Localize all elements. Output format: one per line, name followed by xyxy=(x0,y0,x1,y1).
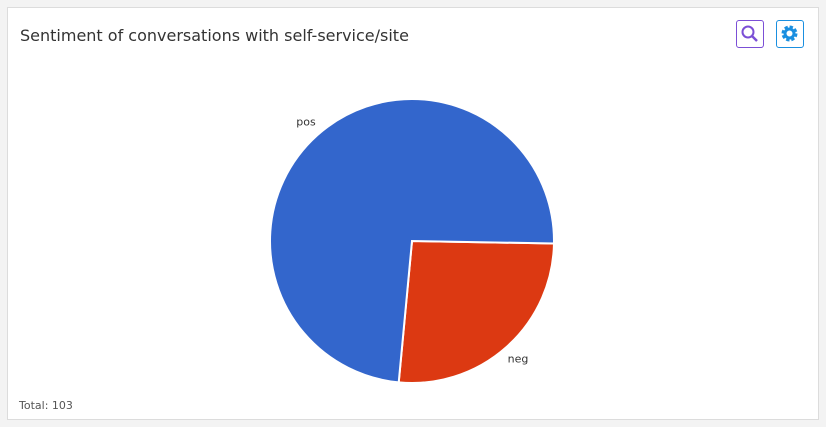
card: Sentiment of conversations with self-ser… xyxy=(7,7,819,420)
search-icon xyxy=(741,25,758,42)
slice-label: pos xyxy=(296,115,316,128)
chart-title: Sentiment of conversations with self-ser… xyxy=(20,26,409,45)
pie-slice xyxy=(397,239,555,384)
settings-icon xyxy=(781,25,798,42)
total-note: Total: 103 xyxy=(19,399,73,412)
search-button[interactable] xyxy=(736,20,764,48)
slice-label: neg xyxy=(508,353,529,366)
chart: neg pos xyxy=(269,98,555,384)
pie-slice xyxy=(269,98,555,384)
settings-button[interactable] xyxy=(776,20,804,48)
